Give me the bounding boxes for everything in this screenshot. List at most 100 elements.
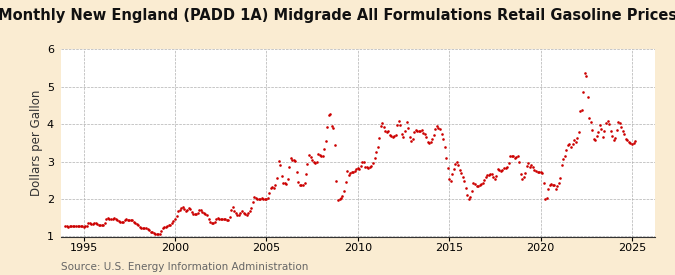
Point: [352, 166, 363, 170]
Point: [161, 225, 171, 229]
Point: [564, 142, 575, 147]
Point: [512, 154, 523, 158]
Point: [472, 184, 483, 188]
Point: [192, 211, 203, 216]
Point: [482, 173, 493, 177]
Point: [454, 168, 465, 172]
Point: [392, 123, 403, 128]
Point: [188, 212, 198, 216]
Point: [485, 172, 495, 176]
Point: [87, 222, 98, 226]
Point: [329, 143, 340, 147]
Point: [560, 154, 570, 158]
Point: [72, 224, 83, 229]
Point: [86, 222, 97, 226]
Point: [169, 217, 180, 221]
Point: [267, 185, 278, 189]
Point: [223, 218, 234, 222]
Point: [358, 160, 369, 164]
Point: [383, 129, 394, 134]
Point: [406, 139, 416, 143]
Point: [470, 182, 481, 186]
Point: [294, 183, 305, 188]
Point: [202, 213, 213, 217]
Point: [481, 175, 491, 180]
Point: [574, 109, 585, 113]
Point: [459, 179, 470, 183]
Point: [404, 135, 415, 139]
Point: [537, 171, 547, 175]
Point: [127, 218, 138, 223]
Point: [500, 166, 511, 170]
Point: [275, 163, 286, 167]
Point: [179, 207, 190, 211]
Point: [491, 174, 502, 178]
Point: [425, 140, 436, 144]
Point: [214, 216, 225, 221]
Point: [194, 208, 205, 212]
Point: [607, 134, 618, 139]
Point: [176, 205, 186, 210]
Point: [493, 167, 504, 171]
Point: [279, 181, 290, 185]
Point: [327, 124, 338, 128]
Point: [441, 156, 452, 160]
Point: [630, 139, 641, 143]
Point: [505, 153, 516, 158]
Point: [429, 133, 439, 137]
Point: [562, 143, 573, 147]
Point: [583, 95, 593, 100]
Point: [186, 210, 197, 214]
Point: [401, 119, 412, 124]
Point: [538, 180, 549, 185]
Point: [387, 135, 398, 139]
Point: [95, 223, 106, 227]
Point: [511, 155, 522, 159]
Point: [308, 160, 319, 165]
Point: [436, 131, 447, 136]
Point: [412, 129, 423, 133]
Point: [567, 142, 578, 146]
Point: [475, 183, 485, 188]
Point: [138, 225, 148, 230]
Point: [159, 225, 169, 229]
Point: [597, 134, 608, 139]
Point: [416, 128, 427, 133]
Point: [515, 172, 526, 176]
Point: [107, 217, 118, 221]
Point: [458, 174, 468, 179]
Point: [534, 170, 545, 174]
Point: [178, 205, 188, 210]
Point: [167, 221, 178, 225]
Point: [331, 179, 342, 183]
Point: [603, 122, 614, 126]
Point: [384, 133, 395, 137]
Point: [124, 218, 134, 222]
Point: [448, 167, 459, 171]
Point: [494, 167, 505, 172]
Point: [116, 220, 127, 224]
Point: [298, 183, 308, 187]
Point: [60, 224, 71, 228]
Point: [269, 186, 279, 190]
Point: [286, 156, 296, 160]
Point: [446, 179, 456, 183]
Point: [601, 121, 612, 125]
Point: [101, 217, 112, 221]
Point: [495, 169, 506, 173]
Point: [121, 217, 132, 221]
Point: [205, 219, 215, 224]
Point: [350, 169, 360, 173]
Point: [162, 224, 173, 228]
Point: [270, 183, 281, 188]
Point: [126, 218, 136, 222]
Point: [277, 181, 288, 185]
Point: [313, 152, 323, 156]
Point: [610, 136, 620, 140]
Point: [590, 138, 601, 142]
Y-axis label: Dollars per Gallon: Dollars per Gallon: [30, 90, 43, 196]
Point: [271, 175, 282, 180]
Point: [410, 128, 421, 133]
Point: [317, 154, 328, 159]
Point: [69, 224, 80, 229]
